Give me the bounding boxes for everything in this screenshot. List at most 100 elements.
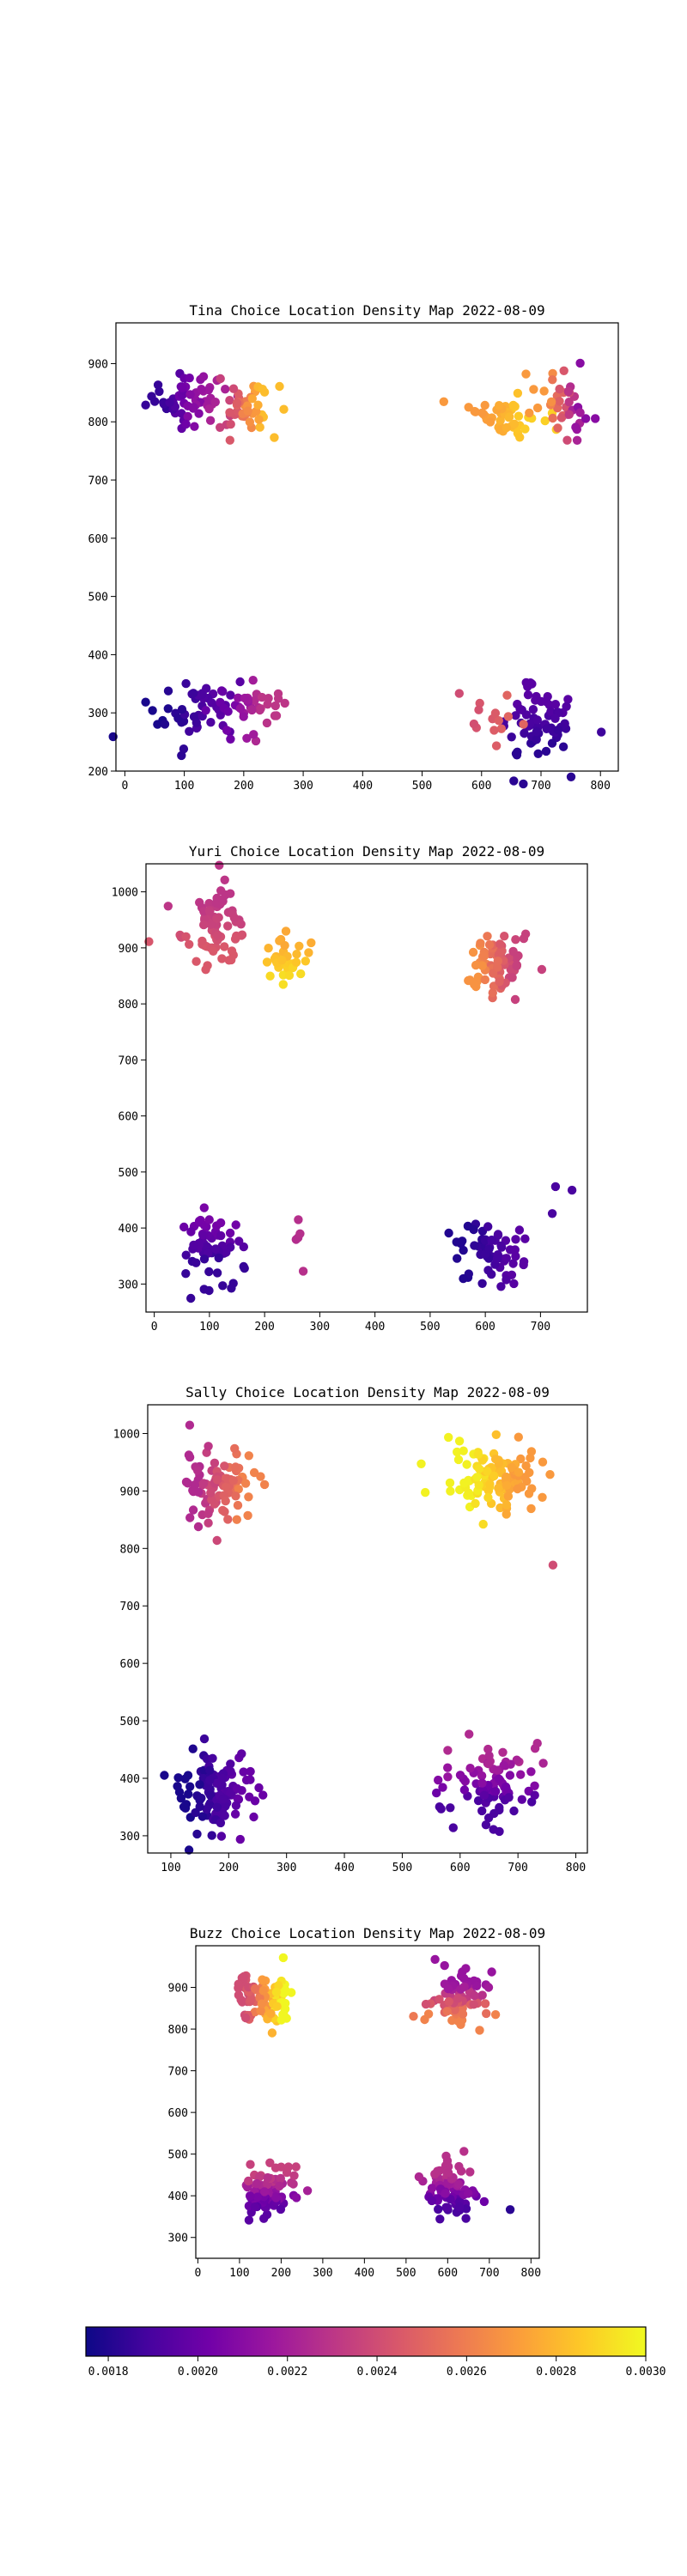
scatter-point bbox=[204, 404, 214, 414]
scatter-point bbox=[220, 942, 229, 951]
scatter-point bbox=[218, 1281, 228, 1291]
scatter-point bbox=[502, 690, 512, 700]
scatter-point bbox=[455, 2202, 465, 2212]
scatter-point bbox=[537, 964, 547, 975]
scatter-point bbox=[490, 1455, 501, 1464]
scatter-point bbox=[505, 412, 514, 422]
scatter-point bbox=[197, 385, 206, 394]
scatter-point bbox=[189, 1240, 198, 1250]
scatter-point bbox=[548, 413, 557, 423]
scatter-point bbox=[538, 1492, 547, 1503]
scatter-point bbox=[455, 1771, 465, 1780]
x-tick-label: 200 bbox=[234, 780, 253, 793]
scatter-point bbox=[490, 2010, 501, 2020]
scatter-point bbox=[201, 1242, 210, 1251]
scatter-point bbox=[277, 956, 287, 965]
scatter-point bbox=[487, 1967, 496, 1977]
scatter-point bbox=[273, 694, 283, 703]
scatter-point bbox=[495, 416, 505, 425]
scatter-point bbox=[511, 711, 520, 720]
scatter-point bbox=[471, 1498, 480, 1509]
scatter-point bbox=[563, 386, 574, 396]
scatter-point bbox=[491, 1430, 501, 1440]
scatter-point bbox=[195, 1217, 204, 1227]
scatter-point bbox=[470, 1241, 479, 1250]
y-tick-label: 400 bbox=[168, 2190, 188, 2203]
y-tick-label: 800 bbox=[88, 416, 108, 429]
scatter-point bbox=[212, 1535, 222, 1546]
scatter-point bbox=[559, 366, 568, 375]
scatter-point bbox=[298, 1267, 308, 1276]
scatter-point bbox=[245, 1792, 254, 1801]
scatter-point bbox=[250, 2202, 260, 2212]
scatter-point bbox=[546, 397, 556, 407]
scatter-point bbox=[222, 726, 232, 735]
scatter-point bbox=[530, 1781, 539, 1790]
scatter-point bbox=[185, 390, 195, 399]
y-tick-label: 1000 bbox=[112, 887, 138, 900]
x-tick-label: 300 bbox=[310, 1321, 330, 1334]
scatter-point bbox=[195, 897, 204, 908]
scatter-point bbox=[474, 1464, 484, 1473]
scatter-point bbox=[240, 2013, 251, 2023]
scatter-point bbox=[243, 1510, 252, 1521]
scatter-point bbox=[453, 1254, 462, 1263]
scatter-point bbox=[184, 1845, 194, 1855]
scatter-point bbox=[496, 1241, 506, 1251]
scatter-point bbox=[258, 1790, 268, 1800]
scatter-point bbox=[204, 1267, 214, 1277]
scatter-point bbox=[292, 2193, 301, 2202]
scatter-point bbox=[233, 1794, 242, 1803]
x-tick-label: 400 bbox=[365, 1321, 385, 1334]
scatter-point bbox=[262, 718, 272, 728]
scatter-point bbox=[176, 1794, 186, 1803]
scatter-point bbox=[495, 939, 505, 949]
scatter-point bbox=[476, 939, 485, 948]
scatter-point bbox=[147, 392, 156, 401]
scatter-point bbox=[563, 695, 573, 704]
scatter-point bbox=[204, 1215, 214, 1224]
scatter-point bbox=[223, 921, 233, 931]
scatter-point bbox=[526, 1447, 537, 1456]
scatter-points bbox=[160, 1420, 558, 1855]
scatter-point bbox=[498, 1747, 508, 1758]
scatter-point bbox=[459, 1973, 469, 1984]
chart-panel: Yuri Choice Location Density Map 2022-08… bbox=[112, 843, 588, 1334]
colorbar-tick-label: 0.0022 bbox=[267, 2366, 307, 2379]
scatter-point bbox=[443, 1746, 453, 1755]
scatter-point bbox=[514, 1225, 525, 1235]
scatter-point bbox=[530, 1790, 539, 1800]
scatter-point bbox=[233, 1500, 243, 1510]
scatter-point bbox=[448, 1823, 458, 1832]
scatter-point bbox=[226, 1759, 235, 1769]
scatter-point bbox=[521, 677, 531, 688]
scatter-point bbox=[483, 1266, 493, 1275]
colorbar-tick-label: 0.0030 bbox=[626, 2366, 666, 2379]
colorbar-tick-label: 0.0026 bbox=[447, 2366, 487, 2379]
scatter-point bbox=[244, 1451, 253, 1461]
scatter-point bbox=[502, 422, 512, 433]
scatter-point bbox=[199, 1734, 210, 1744]
scatter-point bbox=[471, 960, 481, 970]
scatter-point bbox=[495, 1805, 504, 1815]
scatter-point bbox=[477, 961, 487, 970]
scatter-point bbox=[184, 1789, 193, 1799]
scatter-point bbox=[459, 1273, 468, 1284]
scatter-point bbox=[181, 678, 191, 689]
scatter-point bbox=[272, 2002, 282, 2011]
scatter-point bbox=[165, 398, 174, 407]
scatter-point bbox=[489, 726, 499, 735]
x-tick-label: 400 bbox=[334, 1862, 354, 1874]
chart-title: Yuri Choice Location Density Map 2022-08… bbox=[189, 843, 544, 860]
scatter-point bbox=[432, 1788, 441, 1798]
scatter-point bbox=[160, 1771, 169, 1780]
scatter-point bbox=[202, 683, 211, 693]
scatter-point bbox=[526, 1767, 536, 1777]
x-tick-label: 500 bbox=[396, 2267, 416, 2280]
scatter-point bbox=[188, 1505, 198, 1515]
x-tick-label: 200 bbox=[271, 2267, 291, 2280]
scatter-point bbox=[204, 1442, 213, 1451]
scatter-point bbox=[205, 1765, 215, 1775]
scatter-point bbox=[181, 932, 191, 942]
scatter-point bbox=[510, 994, 520, 1005]
